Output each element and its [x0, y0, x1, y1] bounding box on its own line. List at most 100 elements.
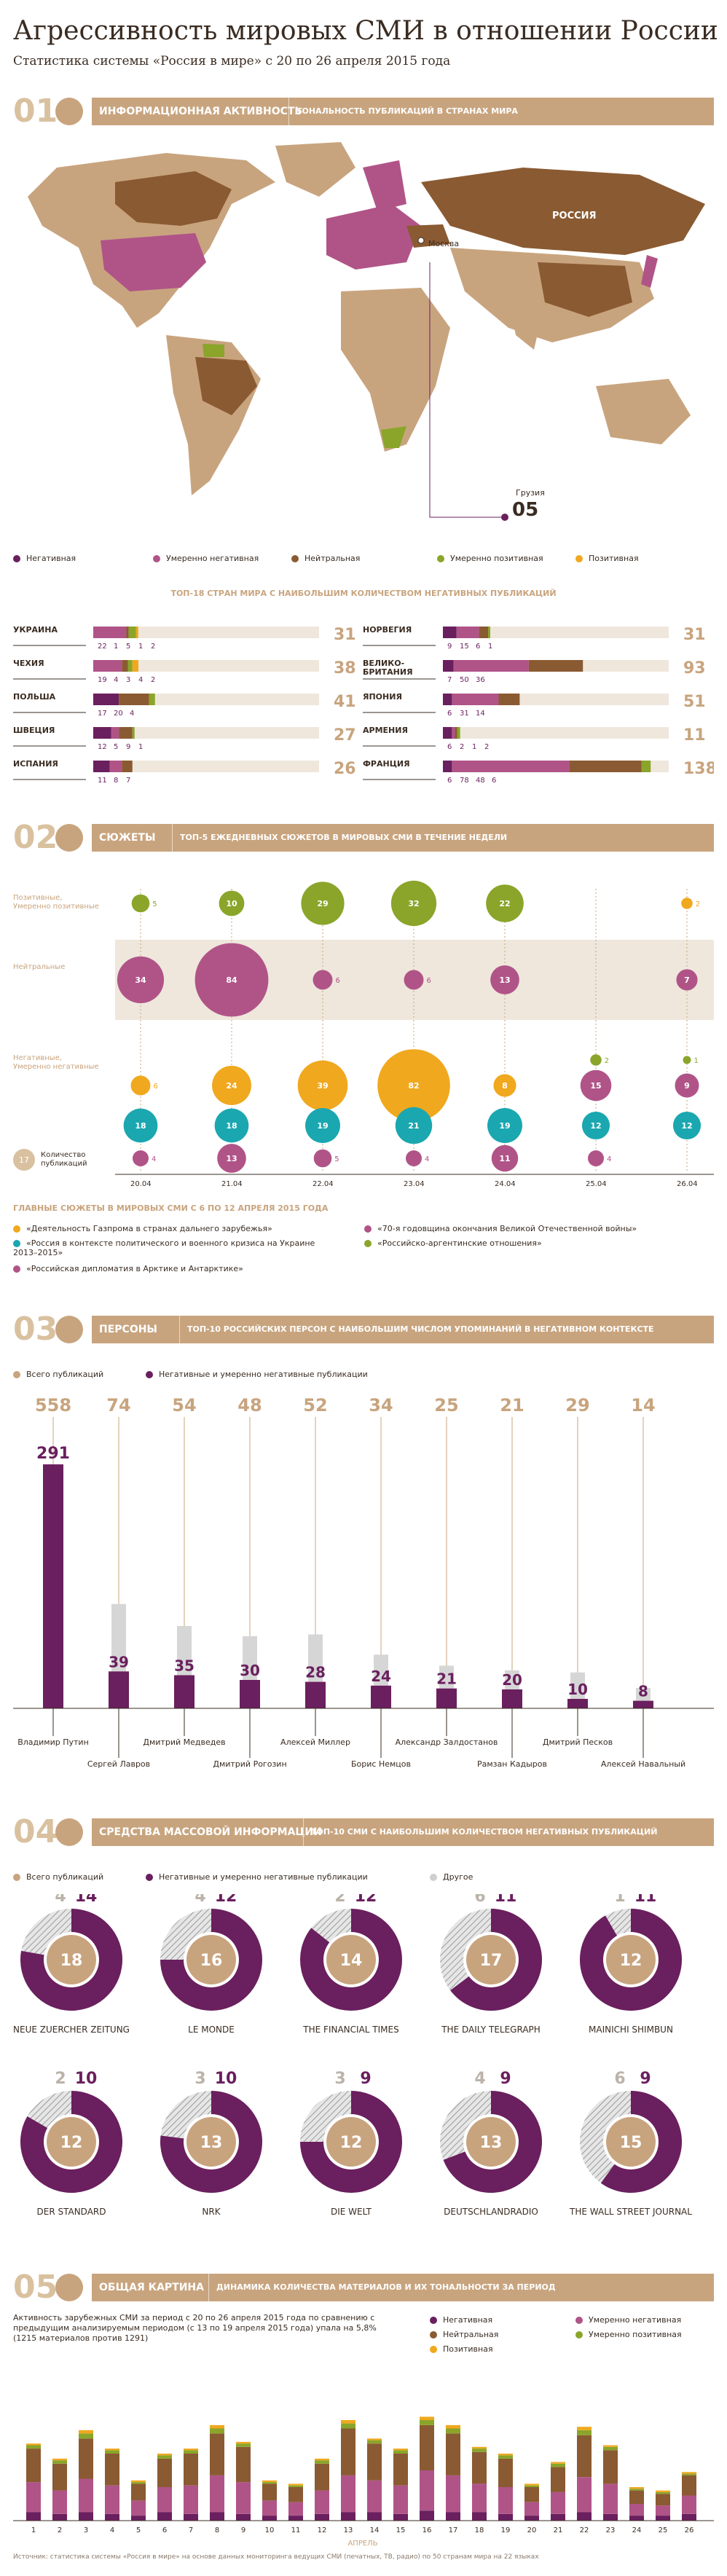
overall-bar-segment — [236, 2441, 251, 2444]
person-total-bar — [636, 1688, 651, 1701]
overall-bar-segment — [629, 2516, 644, 2521]
overall-bar-segment — [26, 2449, 41, 2483]
story-bubble-value: 13 — [499, 975, 510, 985]
country-bar-track — [93, 627, 319, 638]
overall-bar-segment — [656, 2505, 670, 2516]
map-australia — [596, 379, 691, 444]
country-bar-segment — [93, 627, 127, 638]
overall-bar-segment — [524, 2502, 539, 2516]
overall-bar-segment — [157, 2458, 172, 2487]
overall-bar-segment — [446, 2475, 460, 2513]
overall-bar-segment — [629, 2489, 644, 2491]
country-bar-track — [93, 660, 319, 672]
overall-bar-segment — [184, 2454, 198, 2486]
overall-bar-segment — [79, 2430, 93, 2434]
overall-bar-segment — [393, 2485, 408, 2514]
country-value-label: 6 — [447, 743, 452, 751]
overall-bar-segment — [551, 2463, 565, 2467]
overall-bar-segment — [131, 2483, 146, 2501]
person-neg-value: 20 — [502, 1671, 522, 1689]
overall-bar-segment — [341, 2423, 355, 2429]
person-neg-value: 39 — [109, 1653, 129, 1670]
story-bubble-value: 22 — [499, 899, 510, 908]
country-value-label: 1 — [138, 743, 143, 751]
story-bubble — [219, 890, 245, 916]
overall-bar-segment — [236, 2482, 251, 2514]
overall-bar-segment — [105, 2449, 119, 2451]
country-name: ЧЕХИЯ — [13, 659, 44, 668]
story-bubble — [194, 943, 269, 1017]
country-bar-segment — [132, 660, 138, 672]
overall-bar-segment — [131, 2500, 146, 2516]
country-bar-segment — [455, 727, 457, 739]
person-neg-value: 21 — [436, 1670, 457, 1688]
story-bubble — [406, 1150, 422, 1166]
tone-legend-item: Нейтральная — [291, 554, 360, 563]
country-value-label: 4 — [130, 710, 134, 718]
overall-bar-segment — [52, 2458, 67, 2461]
media-total: 13 — [480, 2134, 503, 2152]
overall-bar-segment — [446, 2512, 460, 2521]
overall-bar-segment — [367, 2512, 382, 2521]
media-name: THE FINANCIAL TIMES — [302, 2025, 398, 2035]
footnote: Источник: статистика системы «Россия в м… — [13, 2553, 539, 2561]
country-value-label: 48 — [476, 777, 485, 785]
media-neg: 12 — [355, 1894, 377, 1906]
story-bubble-value: 15 — [590, 1081, 601, 1091]
overall-bar-segment — [682, 2475, 696, 2496]
country-bar-segment — [528, 660, 583, 672]
country-bar-segment — [149, 694, 155, 705]
story-bubble — [491, 1144, 519, 1172]
story-bubble-value: 12 — [681, 1121, 692, 1131]
country-value-label: 78 — [460, 777, 469, 785]
media-total-circle — [606, 1935, 656, 1984]
overall-bar-segment — [288, 2483, 303, 2486]
overall-bar-segment — [629, 2490, 644, 2504]
overall-bar-segment — [577, 2430, 592, 2435]
person-icon — [55, 1316, 83, 1343]
story-bubble-value: 5 — [334, 1155, 339, 1163]
overall-x-tick: 6 — [162, 2526, 167, 2534]
overall-bar-segment — [105, 2450, 119, 2454]
media-total: 13 — [200, 2134, 223, 2152]
country-bar-segment — [119, 727, 133, 739]
overall-bar-segment — [131, 2482, 146, 2484]
overall-bar-segment — [288, 2502, 303, 2516]
overall-bar-segment — [498, 2455, 513, 2459]
country-value-label: 2 — [151, 643, 155, 651]
overall-bar-segment — [472, 2451, 487, 2484]
country-bar-segment — [93, 660, 122, 672]
overall-bar-segment — [656, 2490, 670, 2492]
country-name: ВЕЛИКО- — [363, 659, 404, 668]
media-neg: 11 — [634, 1894, 657, 1906]
map-label-russia: РОССИЯ — [552, 211, 597, 221]
overall-x-tick: 11 — [291, 2526, 301, 2534]
story-row-label: Умеренно позитивные — [13, 903, 99, 911]
overall-bar-segment — [341, 2420, 355, 2424]
country-bar-segment — [456, 627, 479, 638]
overall-bar-segment — [656, 2516, 670, 2521]
story-bubble-value: 34 — [135, 975, 146, 985]
overall-bar-segment — [157, 2487, 172, 2513]
overall-bar-segment — [52, 2463, 67, 2491]
story-bubble-value: 9 — [684, 1081, 690, 1091]
story-date-label: 22.04 — [313, 1180, 334, 1188]
story-bubble — [493, 1074, 516, 1097]
story-bubble-value: 19 — [317, 1121, 328, 1131]
person-total: 34 — [369, 1395, 393, 1415]
person-total: 14 — [631, 1395, 655, 1415]
overall-x-tick: 7 — [189, 2526, 193, 2534]
overall-bar-segment — [420, 2510, 434, 2521]
overall-bar-segment — [236, 2443, 251, 2447]
country-value-label: 3 — [126, 676, 130, 684]
overall-bar-segment — [315, 2460, 329, 2464]
person-total-bar — [308, 1634, 323, 1682]
tone-legend-item: Умеренно негативная — [153, 554, 259, 563]
person-total-bar — [243, 1636, 257, 1680]
story-bubble — [214, 1108, 249, 1143]
overall-legend-item: Умеренно негативная — [575, 2315, 681, 2325]
map-china — [538, 262, 632, 317]
overall-bar-segment — [262, 2483, 277, 2501]
section-4-header: 04 СРЕДСТВА МАССОВОЙ ИНФОРМАЦИИ ТОП-10 С… — [13, 1814, 714, 1850]
country-total: 31 — [334, 626, 356, 644]
